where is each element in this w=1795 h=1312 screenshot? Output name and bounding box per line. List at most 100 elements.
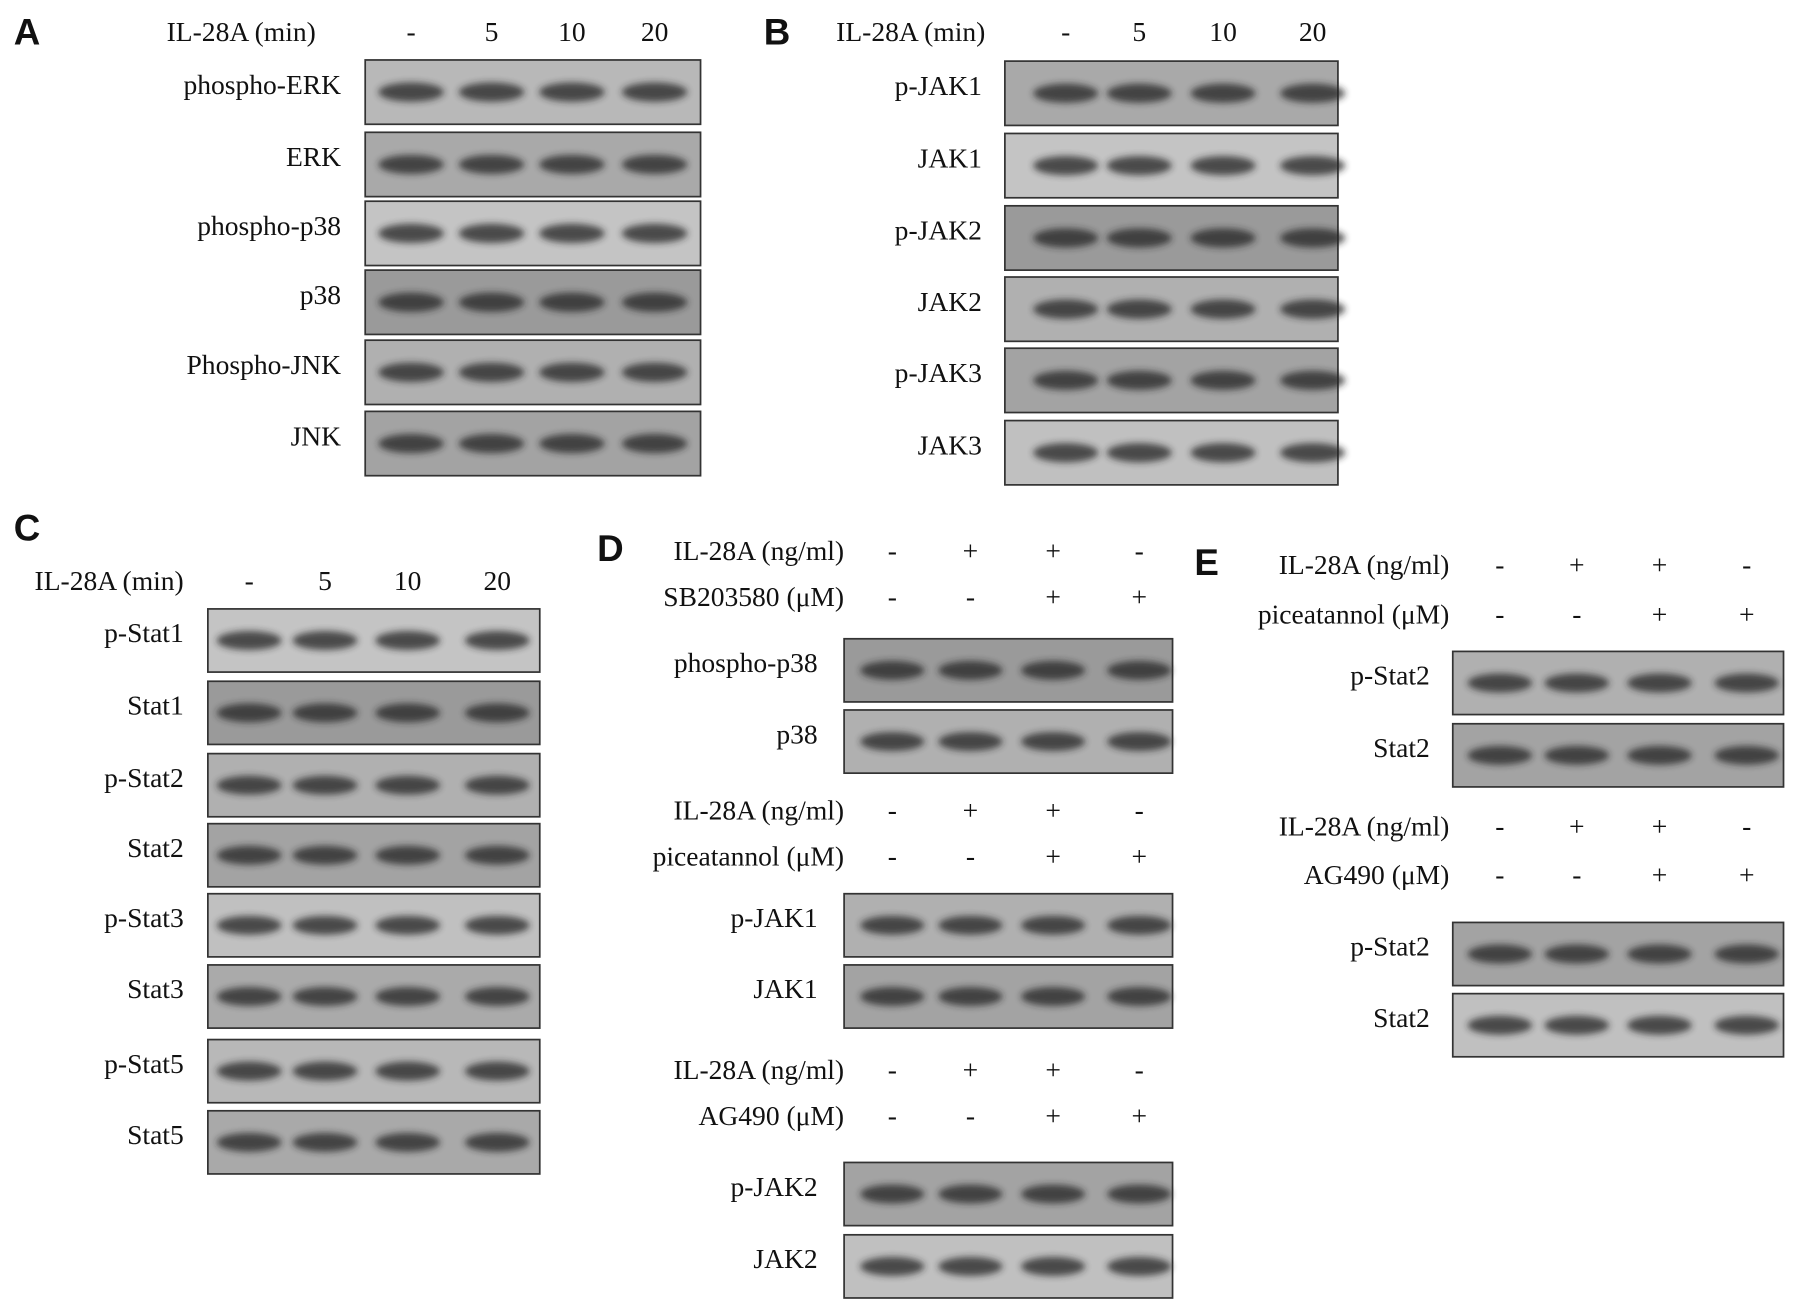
band: [860, 660, 925, 680]
band: [1107, 1256, 1172, 1276]
band: [860, 915, 925, 935]
band: [292, 631, 358, 650]
band: [1280, 228, 1346, 248]
lane-mark: 10: [558, 16, 586, 47]
lane-mark: -: [1135, 1054, 1144, 1085]
band: [375, 915, 441, 935]
lane-mark: +: [1739, 859, 1755, 890]
band: [378, 433, 444, 454]
band: [938, 915, 1003, 935]
band: [1544, 1015, 1610, 1035]
lane-mark: +: [1045, 841, 1061, 872]
band: [378, 154, 444, 175]
band: [458, 82, 525, 102]
band: [621, 362, 688, 382]
treatment-label: IL-28A (ng/ml): [673, 535, 844, 566]
blot: [207, 608, 541, 673]
lane-mark: -: [1495, 549, 1504, 580]
lane-mark: -: [1495, 859, 1504, 890]
lane-mark: -: [888, 535, 897, 566]
lane-mark: -: [966, 581, 975, 612]
band: [539, 433, 605, 454]
lane-mark: +: [1131, 581, 1147, 612]
lane-mark: +: [963, 1054, 979, 1085]
band: [1190, 370, 1256, 391]
blot: [207, 892, 541, 958]
band: [458, 223, 525, 244]
band: [216, 987, 282, 1006]
band: [375, 1061, 441, 1081]
lane-mark: -: [1135, 795, 1144, 826]
band: [1021, 987, 1086, 1006]
lane-mark: 5: [1132, 16, 1146, 47]
panel-letter: D: [597, 528, 624, 569]
lane-mark: -: [888, 581, 897, 612]
band: [464, 1061, 530, 1081]
lane-mark: +: [1652, 859, 1668, 890]
lane-mark: +: [1652, 811, 1668, 842]
band: [621, 433, 688, 454]
band: [1021, 732, 1086, 752]
band: [375, 775, 441, 795]
blot: [843, 1233, 1174, 1299]
blot-label: JNK: [291, 420, 342, 451]
panel-letter: B: [764, 11, 791, 52]
band: [539, 223, 605, 244]
lane-mark: 5: [485, 16, 499, 47]
band: [1627, 1015, 1692, 1035]
lane-mark: -: [245, 565, 254, 596]
band: [1280, 155, 1346, 176]
band: [464, 915, 530, 935]
panel-letter: E: [1194, 542, 1219, 583]
treatment-label: IL-28A (ng/ml): [1279, 549, 1450, 580]
treatment-label: SB203580 (μM): [663, 581, 844, 612]
blot: [364, 59, 702, 126]
blot: [364, 410, 702, 477]
blot: [364, 200, 702, 267]
band: [464, 1132, 530, 1152]
panel-letter: C: [14, 508, 41, 549]
band: [539, 292, 605, 312]
treatment-label: IL-28A (ng/ml): [1279, 811, 1450, 842]
lane-mark: -: [1135, 535, 1144, 566]
treatment-label: piceatannol (μM): [1258, 598, 1449, 629]
lane-mark: -: [1495, 811, 1504, 842]
band: [216, 775, 282, 795]
lane-mark: 20: [483, 565, 511, 596]
band: [464, 775, 530, 795]
lane-mark: +: [1045, 1054, 1061, 1085]
band: [375, 631, 441, 650]
band: [1190, 228, 1256, 248]
band: [621, 223, 688, 244]
band: [1190, 83, 1256, 103]
band: [938, 660, 1003, 680]
band: [1033, 299, 1099, 319]
blot-label: Phospho-JNK: [186, 349, 341, 380]
band: [1106, 299, 1172, 319]
band: [1467, 673, 1533, 693]
blot-label: ERK: [286, 141, 341, 172]
lane-mark: +: [1045, 581, 1061, 612]
band: [464, 703, 530, 723]
blot: [1004, 132, 1346, 199]
band: [1106, 370, 1172, 391]
treatment-label: IL-28A (min): [35, 565, 184, 596]
band: [938, 732, 1003, 752]
blot-label: JAK1: [918, 142, 982, 173]
treatment-label: IL-28A (ng/ml): [673, 1054, 844, 1085]
band: [1714, 944, 1780, 964]
blot: [1004, 204, 1346, 271]
blot: [207, 822, 541, 888]
band: [1106, 228, 1172, 248]
lane-mark: +: [1045, 795, 1061, 826]
band: [1021, 915, 1086, 935]
panel-letter: A: [14, 11, 41, 52]
band: [1467, 944, 1533, 964]
blot-label: p-JAK2: [895, 215, 982, 246]
band: [621, 154, 688, 175]
lane-mark: -: [888, 795, 897, 826]
blot: [1004, 347, 1346, 414]
blot: [1004, 60, 1346, 127]
lane-mark: +: [963, 535, 979, 566]
